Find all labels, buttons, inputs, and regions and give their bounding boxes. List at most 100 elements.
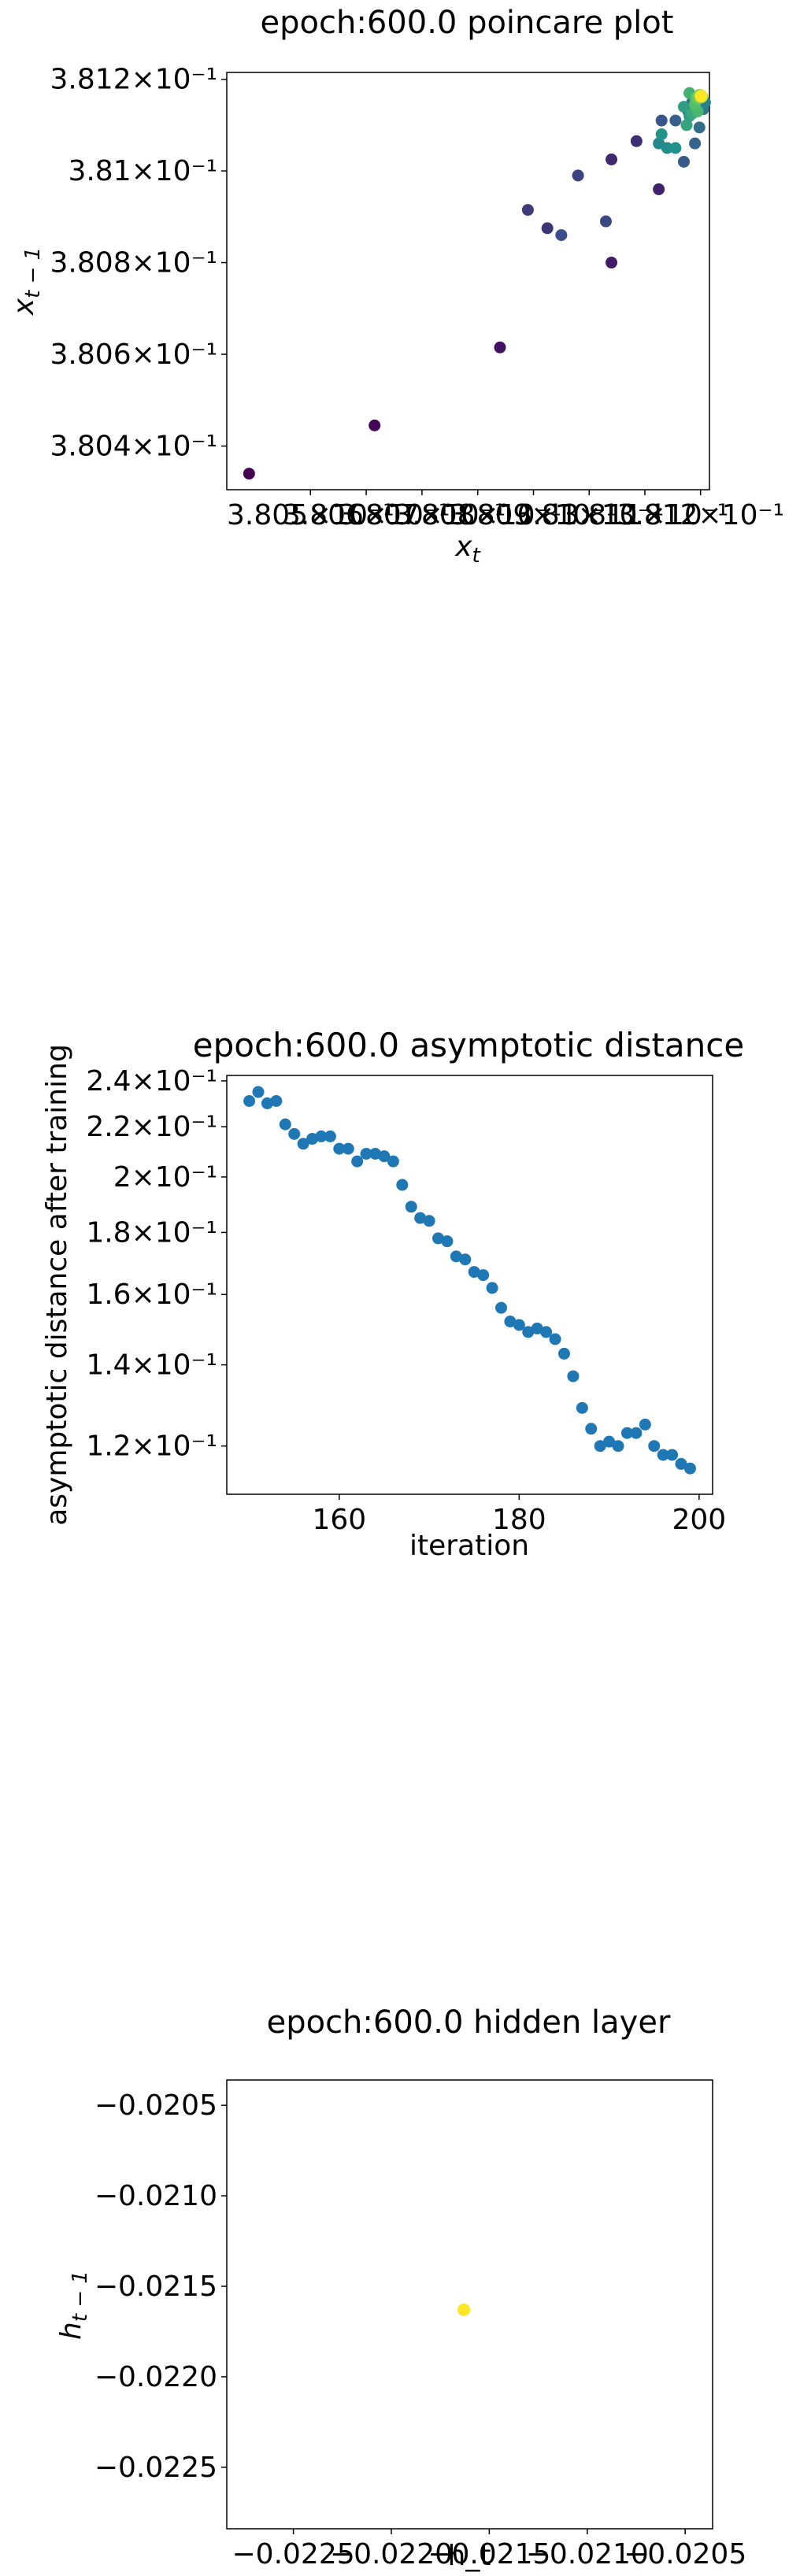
y-tick-label: 1.8×10⁻¹ [86,1216,217,1249]
x-tick-label: 3.807×10⁻¹ [339,499,506,531]
data-point [639,1418,651,1430]
x-tick-label: 3.811×10⁻¹ [561,499,728,531]
data-point [342,1142,354,1155]
x-axis-label: iteration [409,1530,529,1562]
y-tick-label: 3.806×10⁻¹ [50,339,217,371]
data-point [369,419,381,431]
data-point [669,114,682,127]
y-tick-label: 2×10⁻¹ [113,1161,217,1194]
x-tick-label: 3.812×10⁻¹ [617,499,783,531]
y-tick-label: −0.0210 [94,2180,217,2212]
data-point [432,1232,445,1245]
data-point [261,1097,273,1109]
asymptotic-distance-figure: epoch:600.0 asymptotic distance 160 180 20… [0,1023,800,1575]
data-point [360,1147,372,1160]
data-point [387,1155,399,1168]
data-point [657,1449,669,1461]
data-point [521,204,534,217]
y-tick-label: −0.0215 [94,2271,217,2303]
x-tick-label: −0.0215 [428,2538,550,2570]
data-point [648,1440,661,1453]
data-point [666,1449,679,1461]
data-point [459,1253,472,1266]
data-point [441,1235,454,1248]
y-axis-ticks: 3.804×10⁻¹ 3.806×10⁻¹ 3.808×10⁻¹ 3.81×10⁻¹ 3… [50,64,227,463]
data-point [655,114,668,127]
data-point [457,2303,471,2316]
data-point [306,1133,319,1146]
data-point [677,101,690,113]
y-axis-ticks: −0.0205 −0.0210 −0.0215 −0.0220 −0.0225 [94,2089,227,2484]
data-point [630,1427,643,1439]
poincare-plot-figure: epoch:600.0 poincare plot 3.805×10⁻¹ 3.80… [0,0,800,598]
data-point [414,1212,427,1224]
x-axis-ticks: 160 180 200 [312,1494,726,1536]
x-tick-label: −0.0225 [232,2538,355,2570]
x-tick-label: 3.808×10⁻¹ [394,499,561,531]
hidden-layer-chart: epoch:600.0 hidden layer −0.0225−0.0220−… [55,2004,746,2572]
y-tick-label: 3.812×10⁻¹ [50,64,217,96]
scatter-points [243,87,711,480]
data-point [567,1370,580,1382]
data-point [677,155,690,168]
data-point [450,1250,462,1263]
data-point [612,1440,624,1453]
data-point [655,128,668,141]
data-point [606,154,618,166]
data-point [694,90,707,102]
x-axis-ticks: 3.805×10⁻¹3.806×10⁻¹3.807×10⁻¹3.808×10⁻¹… [227,490,784,531]
data-point [468,1266,480,1279]
data-point [494,1301,507,1314]
data-point [494,341,506,353]
data-point [270,1095,283,1108]
data-point [576,1401,588,1414]
data-point [243,1095,256,1108]
data-point [693,121,706,134]
y-axis-label: ht − 1 [55,2271,92,2340]
data-point [297,1138,309,1150]
chart-title: epoch:600.0 hidden layer [267,2004,671,2041]
chart-title: epoch:600.0 poincare plot [261,5,674,41]
data-point [540,1326,553,1338]
data-point [486,1282,498,1294]
x-tick-label: 3.809×10⁻¹ [450,499,617,531]
data-point [549,1333,561,1345]
data-point [504,1316,517,1328]
data-point [555,229,568,242]
data-point [572,169,584,182]
x-tick-label: 200 [672,1504,727,1536]
x-tick-label: −0.0210 [526,2538,649,2570]
x-tick-label: 3.805×10⁻¹ [227,499,394,531]
plot-frame [226,72,710,490]
data-point [541,222,554,235]
x-axis-label: xt [454,531,480,568]
scatter-points [243,1086,696,1475]
poincare-plot-chart: epoch:600.0 poincare plot 3.805×10⁻¹3.80… [8,5,784,568]
y-tick-label: 3.808×10⁻¹ [50,247,217,279]
y-tick-label: 3.81×10⁻¹ [68,155,217,187]
data-point [315,1130,328,1142]
x-tick-label: −0.0220 [330,2538,453,2570]
data-point [557,1347,570,1360]
data-point [378,1150,391,1163]
data-point [689,137,702,150]
plot-frame [226,2079,713,2530]
data-point [606,257,618,269]
data-point [477,1269,490,1282]
data-point [683,1462,696,1475]
data-point [680,119,693,131]
data-point [603,1435,616,1448]
data-point [405,1201,417,1213]
data-point [630,135,643,147]
x-tick-label: 3.81×10⁻¹ [514,499,664,531]
y-tick-label: 2.2×10⁻¹ [86,1111,217,1143]
asymptotic-distance-chart: epoch:600.0 asymptotic distance 160 180 20… [41,1026,744,1562]
scatter-points [457,2303,471,2316]
y-axis-ticks: 1.2×10⁻¹ 1.4×10⁻¹ 1.6×10⁻¹ 1.8×10⁻¹ 2×10⁻¹ 2.… [86,1065,227,1463]
data-point [669,142,682,154]
hidden-layer-figure: epoch:600.0 hidden layer −0.0225 −0.0220−… [0,2000,800,2573]
y-tick-label: 1.4×10⁻¹ [86,1349,217,1382]
x-tick-label: 3.806×10⁻¹ [283,499,450,531]
y-tick-label: −0.0220 [94,2361,217,2393]
data-point [351,1155,364,1168]
